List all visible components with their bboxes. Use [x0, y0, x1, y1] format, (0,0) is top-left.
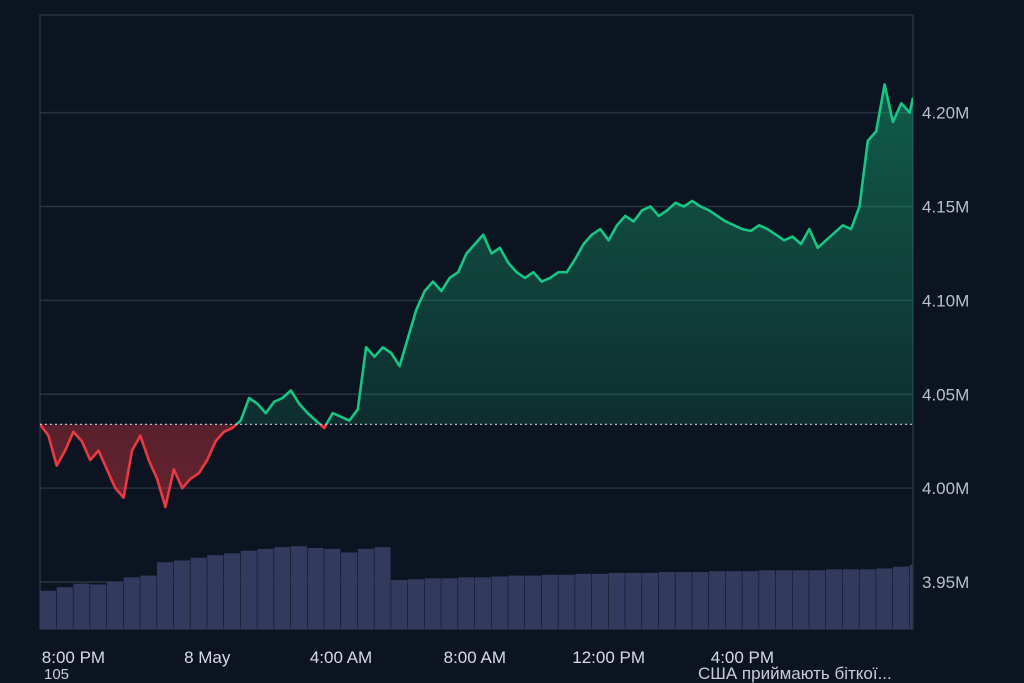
y-tick-label: 3.95M: [922, 573, 969, 592]
volume-bar: [223, 553, 241, 629]
volume-bar: [257, 548, 274, 629]
y-tick-label: 4.10M: [922, 291, 969, 310]
volume-bar: [391, 580, 408, 629]
volume-bar: [173, 560, 190, 629]
volume-bar: [474, 577, 491, 629]
volume-bar: [157, 562, 174, 629]
volume-bar: [658, 572, 675, 629]
volume-bar: [541, 574, 558, 629]
volume-bar: [123, 577, 140, 629]
volume-bar: [692, 572, 709, 629]
volume-bar: [909, 564, 913, 629]
price-line-up[interactable]: [40, 83, 913, 508]
volume-bar: [441, 578, 458, 629]
x-tick-label: 8:00 PM: [42, 648, 105, 667]
footer-left-text: 105: [44, 666, 70, 683]
volume-bar: [324, 548, 341, 629]
x-axis-labels: 8:00 PM 8 May 4:00 AM 8:00 AM 12:00 PM 4:00 P…: [42, 648, 774, 667]
volume-bar: [190, 557, 207, 629]
y-tick-label: 4.15M: [922, 198, 969, 217]
price-line[interactable]: [40, 83, 913, 509]
volume-bars: [40, 546, 913, 629]
news-ticker-link[interactable]: США приймають біткої...: [698, 664, 892, 683]
volume-bar: [591, 573, 609, 629]
volume-bar: [73, 583, 90, 629]
volume-bar: [90, 584, 107, 629]
volume-bar: [625, 572, 642, 629]
volume-bar: [458, 577, 475, 629]
x-tick-label: 8 May: [184, 648, 231, 667]
volume-bar: [525, 575, 542, 629]
volume-bar: [608, 572, 625, 629]
volume-bar: [491, 576, 508, 629]
price-area-down: [40, 424, 327, 507]
volume-bar: [725, 571, 742, 629]
price-line-down[interactable]: [40, 85, 913, 509]
volume-bar: [106, 581, 124, 629]
volume-bar: [307, 548, 324, 629]
volume-bar: [892, 566, 910, 629]
volume-bar: [407, 579, 425, 629]
volume-bar: [558, 574, 575, 629]
volume-bar: [56, 587, 73, 629]
volume-bar: [374, 547, 391, 629]
volume-bar: [290, 546, 307, 629]
y-tick-label: 4.20M: [922, 104, 969, 123]
volume-bar: [424, 578, 441, 629]
volume-bar: [274, 547, 291, 629]
price-area-up: [40, 84, 913, 425]
volume-bar: [859, 569, 876, 629]
volume-bar: [742, 571, 759, 629]
volume-bar: [508, 575, 525, 629]
volume-bar: [140, 575, 157, 629]
y-tick-label: 4.00M: [922, 479, 969, 498]
y-tick-label: 4.05M: [922, 385, 969, 404]
volume-bar: [240, 550, 257, 629]
volume-bar: [642, 572, 659, 629]
price-area: [40, 84, 913, 507]
volume-bar: [842, 569, 859, 629]
x-tick-label: 8:00 AM: [444, 648, 506, 667]
y-axis-labels: 3.95M 4.00M 4.05M 4.10M 4.15M 4.20M: [922, 104, 969, 592]
x-tick-label: 4:00 PM: [711, 648, 774, 667]
volume-bar: [759, 570, 776, 629]
volume-bar: [826, 569, 843, 629]
x-tick-label: 12:00 PM: [572, 648, 645, 667]
volume-bar: [341, 552, 358, 629]
volume-bar: [876, 568, 893, 629]
volume-bar: [775, 570, 792, 629]
volume-bar: [708, 571, 726, 629]
volume-bar: [207, 555, 224, 629]
volume-bar: [40, 590, 57, 629]
volume-bar: [357, 548, 374, 629]
volume-bar: [575, 573, 592, 629]
volume-bar: [675, 572, 692, 629]
volume-bar: [792, 570, 809, 629]
x-tick-label: 4:00 AM: [310, 648, 372, 667]
volume-bar: [809, 570, 826, 629]
